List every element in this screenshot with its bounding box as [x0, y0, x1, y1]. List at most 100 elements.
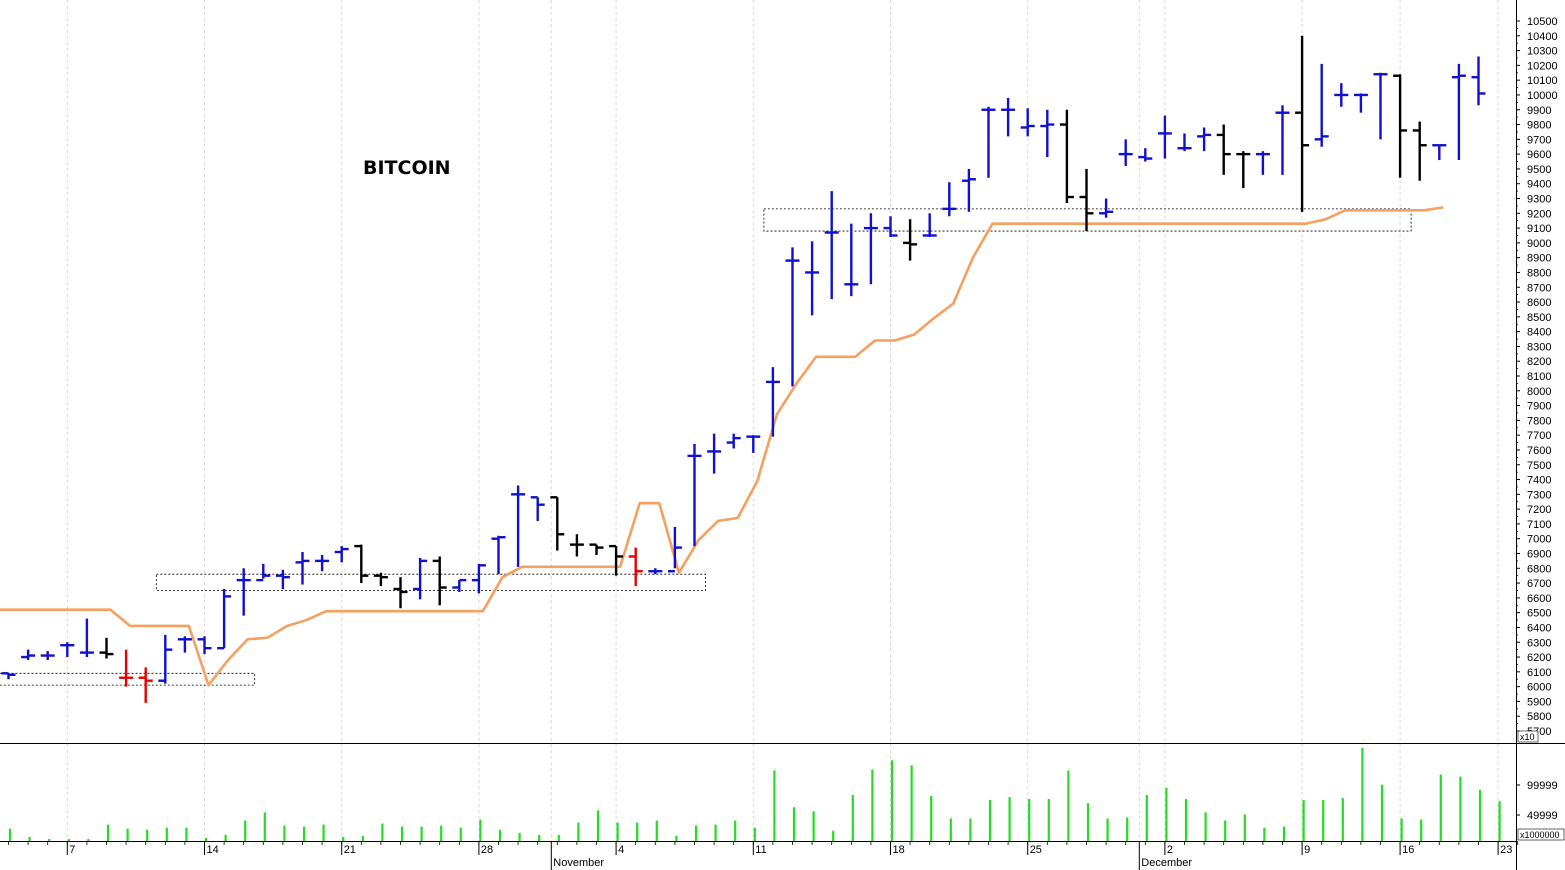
price-tick-label: 6300 [1527, 637, 1551, 649]
price-tick-label: 9700 [1527, 134, 1551, 146]
price-bar [471, 563, 486, 594]
price-tick-label: 7700 [1527, 430, 1551, 442]
price-bar [1236, 151, 1251, 189]
price-bar [354, 544, 369, 584]
price-tick-label: 9400 [1527, 179, 1551, 191]
volume-scale-box [1517, 730, 1539, 743]
month-label: November [553, 857, 604, 869]
price-bar [197, 636, 212, 655]
price-bar [1393, 74, 1408, 178]
price-tick-label: 8200 [1527, 356, 1551, 368]
price-bar [295, 552, 310, 585]
volume-bars [8, 748, 1501, 841]
price-bar [373, 572, 388, 587]
price-tick-label: 8600 [1527, 297, 1551, 309]
price-bar [315, 554, 330, 572]
price-bar [275, 569, 290, 589]
price-tick-label: 9800 [1527, 120, 1551, 132]
price-bar [432, 556, 447, 606]
price-bar [648, 568, 663, 575]
time-tick-label: 11 [755, 844, 766, 856]
price-bar [1275, 105, 1290, 175]
price-bar [746, 435, 761, 453]
price-bar [1451, 63, 1466, 161]
price-bar [1040, 109, 1055, 158]
price-bar [217, 589, 232, 650]
price-bar [569, 534, 584, 557]
price-tick-label: 8100 [1527, 371, 1551, 383]
price-tick-label: 7300 [1527, 489, 1551, 501]
price-bar [1334, 83, 1349, 107]
price-bar [1001, 97, 1016, 137]
time-tick-label: 4 [618, 844, 624, 856]
price-tick-label: 9200 [1527, 208, 1551, 220]
time-tick-label: 21 [344, 844, 356, 856]
price-bar [79, 618, 94, 658]
price-bar [413, 557, 428, 600]
price-bar [805, 241, 820, 316]
price-bar [1314, 63, 1329, 147]
volume-multiplier-label: x1000000 [1520, 830, 1560, 840]
price-bar [844, 223, 859, 297]
price-bar [99, 637, 114, 659]
time-tick-label: 14 [207, 844, 219, 856]
price-tick-label: 8900 [1527, 253, 1551, 265]
time-tick-label: 9 [1304, 844, 1310, 856]
price-bar [1471, 56, 1486, 106]
price-tick-label: 9900 [1527, 105, 1551, 117]
price-bar [687, 444, 702, 547]
trailing-stop-line [0, 206, 1444, 687]
time-tick-label: 2 [1167, 844, 1173, 856]
price-tick-label: 8700 [1527, 282, 1551, 294]
volume-multiplier-box [1517, 828, 1565, 841]
price-bar [158, 634, 173, 684]
price-bar [530, 496, 545, 521]
price-bar [21, 649, 36, 660]
price-bar [1079, 168, 1094, 232]
price-bar [491, 535, 506, 575]
price-bar [707, 433, 722, 474]
time-tick-label: 28 [481, 844, 493, 856]
volume-tick-label: 99999 [1527, 780, 1558, 792]
price-bar [922, 213, 937, 237]
price-bar [1197, 127, 1212, 152]
price-bar [236, 568, 251, 616]
price-bar [550, 496, 565, 551]
price-bar [1177, 133, 1192, 152]
price-bar [1432, 144, 1447, 161]
price-tick-label: 6000 [1527, 682, 1551, 694]
support-zone [0, 672, 256, 686]
price-tick-label: 7400 [1527, 475, 1551, 487]
price-bar [726, 433, 741, 449]
price-tick-label: 8300 [1527, 341, 1551, 353]
price-bar [60, 642, 75, 658]
price-bar [393, 577, 408, 609]
price-bar [1138, 148, 1153, 162]
price-bar [177, 636, 192, 653]
price-tick-label: 9500 [1527, 164, 1551, 176]
price-tick-label: 10400 [1527, 31, 1558, 43]
price-tick-label: 9000 [1527, 238, 1551, 250]
price-bar [511, 485, 526, 567]
price-tick-label: 7100 [1527, 519, 1551, 531]
price-bars [1, 35, 1486, 703]
price-bar [903, 219, 918, 261]
price-bar [119, 649, 134, 687]
price-bar [765, 367, 780, 437]
time-tick-label: 23 [1500, 844, 1512, 856]
price-tick-label: 6900 [1527, 549, 1551, 561]
price-tick-label: 8000 [1527, 386, 1551, 398]
price-tick-label: 9300 [1527, 194, 1551, 206]
price-tick-label: 10500 [1527, 16, 1558, 28]
price-bar [961, 168, 976, 212]
price-tick-label: 10300 [1527, 46, 1558, 58]
price-bar [824, 191, 839, 300]
price-tick-label: 5900 [1527, 696, 1551, 708]
price-bar [1353, 93, 1368, 113]
price-bar [981, 106, 996, 178]
price-bar [1412, 121, 1427, 181]
price-tick-label: 6700 [1527, 578, 1551, 590]
month-label: December [1141, 857, 1192, 869]
price-bar [883, 216, 898, 237]
